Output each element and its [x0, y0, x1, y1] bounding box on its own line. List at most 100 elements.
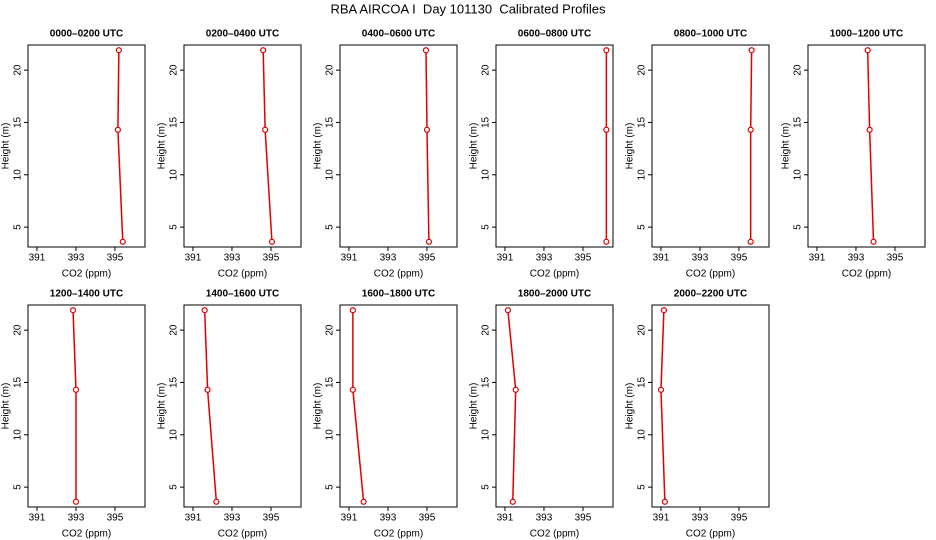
- x-tick-label: 391: [185, 253, 202, 264]
- x-tick-label: 395: [575, 513, 592, 524]
- y-tick-label: 5: [13, 224, 24, 230]
- x-tick-label: 391: [497, 253, 514, 264]
- profile-point: [349, 307, 356, 314]
- y-tick-label: 15: [13, 376, 24, 388]
- x-tick-label: 395: [575, 253, 592, 264]
- profile-point: [360, 498, 367, 505]
- y-tick-label: 5: [13, 484, 24, 490]
- profile-point: [119, 238, 126, 245]
- x-axis-label: CO2 (ppm): [530, 269, 579, 280]
- profile-point: [504, 307, 511, 314]
- profile-point: [260, 47, 267, 54]
- y-tick-label: 5: [637, 224, 648, 230]
- y-tick-label: 20: [637, 324, 648, 336]
- x-tick-label: 393: [380, 513, 397, 524]
- plot-frame: [495, 44, 614, 248]
- chart-title: RBA AIRCOA I Day 101130 Calibrated Profi…: [330, 1, 606, 16]
- y-tick-label: 10: [325, 429, 336, 441]
- y-tick-label: 15: [481, 376, 492, 388]
- panel-title: 0800–1000 UTC: [674, 29, 747, 40]
- y-tick-label: 15: [169, 116, 180, 128]
- y-tick-label: 5: [169, 224, 180, 230]
- x-axis-label: CO2 (ppm): [218, 529, 267, 540]
- profile-point: [603, 47, 610, 54]
- panel-title: 0400–0600 UTC: [362, 29, 435, 40]
- panel-title: 1600–1800 UTC: [362, 289, 435, 300]
- y-tick-label: 10: [169, 169, 180, 181]
- x-axis-label: CO2 (ppm): [374, 269, 423, 280]
- y-axis-label: Height (m): [1, 123, 12, 170]
- y-tick-label: 10: [637, 429, 648, 441]
- profile-point: [423, 126, 431, 133]
- x-tick-label: 395: [731, 253, 748, 264]
- y-tick-label: 20: [325, 324, 336, 336]
- x-tick-label: 393: [68, 513, 85, 524]
- x-tick-label: 391: [29, 513, 46, 524]
- profile-point: [747, 238, 754, 245]
- x-tick-label: 395: [887, 253, 904, 264]
- profile-point: [204, 386, 211, 393]
- y-axis-label: Height (m): [313, 123, 324, 170]
- panel-title: 1000–1200 UTC: [830, 29, 903, 40]
- profile-point: [72, 498, 80, 505]
- x-tick-label: 391: [341, 253, 358, 264]
- y-tick-label: 5: [637, 484, 648, 490]
- y-tick-label: 20: [169, 324, 180, 336]
- x-tick-label: 391: [653, 513, 670, 524]
- profile-point: [425, 238, 433, 245]
- y-tick-label: 10: [481, 169, 492, 181]
- panel-title: 1200–1400 UTC: [50, 289, 123, 300]
- x-axis-label: CO2 (ppm): [62, 529, 111, 540]
- x-tick-label: 393: [536, 513, 553, 524]
- plot-frame: [339, 304, 458, 508]
- y-axis-label: Height (m): [313, 383, 324, 430]
- y-tick-label: 5: [325, 224, 336, 230]
- x-tick-label: 391: [653, 253, 670, 264]
- x-axis-label: CO2 (ppm): [374, 529, 423, 540]
- y-axis-label: Height (m): [469, 123, 480, 170]
- profile-point: [603, 238, 610, 245]
- panel-title: 1800–2000 UTC: [518, 289, 591, 300]
- y-tick-label: 20: [637, 64, 648, 76]
- x-tick-label: 395: [107, 253, 124, 264]
- profile-point: [115, 47, 122, 54]
- y-tick-label: 5: [481, 224, 492, 230]
- profile-point: [114, 126, 121, 133]
- profile-point: [422, 47, 430, 54]
- plot-frame: [339, 44, 458, 248]
- y-tick-label: 10: [13, 169, 24, 181]
- y-tick-label: 20: [481, 64, 492, 76]
- x-tick-label: 391: [497, 513, 514, 524]
- profile-point: [748, 47, 755, 54]
- y-tick-label: 10: [169, 429, 180, 441]
- y-axis-label: Height (m): [781, 123, 792, 170]
- y-axis-label: Height (m): [1, 383, 12, 430]
- y-tick-label: 20: [13, 324, 24, 336]
- y-tick-label: 20: [325, 64, 336, 76]
- profile-point: [509, 498, 516, 505]
- y-tick-label: 15: [169, 376, 180, 388]
- x-tick-label: 391: [185, 513, 202, 524]
- y-axis-label: Height (m): [625, 123, 636, 170]
- x-tick-label: 393: [68, 253, 85, 264]
- x-tick-label: 393: [224, 513, 241, 524]
- profile-point: [268, 238, 276, 245]
- profile-point: [661, 498, 668, 505]
- y-tick-label: 15: [325, 376, 336, 388]
- profile-point: [262, 126, 269, 133]
- y-tick-label: 20: [793, 64, 804, 76]
- y-tick-label: 10: [637, 169, 648, 181]
- y-tick-label: 5: [793, 224, 804, 230]
- x-tick-label: 395: [263, 253, 280, 264]
- x-tick-label: 393: [848, 253, 865, 264]
- y-tick-label: 10: [481, 429, 492, 441]
- plot-frame: [27, 44, 146, 248]
- x-tick-label: 395: [107, 513, 124, 524]
- profile-point: [603, 126, 610, 133]
- x-tick-label: 393: [224, 253, 241, 264]
- y-tick-label: 5: [481, 484, 492, 490]
- y-tick-label: 15: [13, 116, 24, 128]
- panel-title: 0600–0800 UTC: [518, 29, 591, 40]
